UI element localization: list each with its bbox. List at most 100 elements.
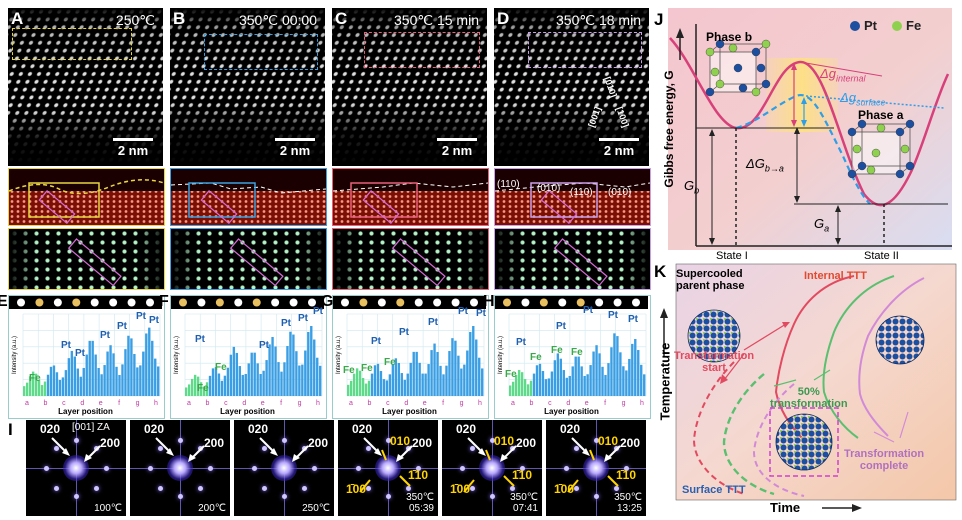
scale-bar: 2 nm: [599, 138, 639, 158]
intensity-bar: [616, 336, 619, 396]
tick-label: b: [367, 400, 371, 407]
intensity-bar: [424, 373, 427, 396]
tick-label: e: [423, 400, 427, 407]
atom-column: [215, 298, 224, 307]
diffraction-spot: [262, 486, 267, 491]
stem-panel-a: A 250℃ 2 nm: [8, 8, 163, 166]
intensity-bar: [517, 369, 521, 396]
intensity-bar: [439, 365, 442, 396]
intensity-bar: [448, 351, 451, 396]
atom-strip: [171, 296, 324, 309]
intensity-bar: [115, 366, 118, 396]
intensity-bar: [562, 370, 565, 396]
diffraction-spot: [302, 486, 307, 491]
intensity-bar: [445, 365, 448, 396]
pt-label: Pt: [100, 330, 111, 341]
intensity-bar: [244, 373, 247, 396]
fft-panel: 020 200 250℃: [234, 420, 334, 516]
intensity-bar: [592, 351, 595, 396]
intensity-profile-g: a b c d e f g h Layer position Intensity (a.u.) Fe…: [321, 293, 489, 419]
intensity-bar: [313, 339, 316, 396]
fe-atom: [866, 165, 876, 175]
intensity-bar: [121, 364, 124, 396]
intensity-bar: [520, 372, 524, 396]
diffraction-spot: [406, 486, 411, 491]
diffraction-spot: [158, 486, 163, 491]
label-200: 200: [516, 436, 537, 450]
intensity-bar: [262, 370, 265, 396]
atom-column: [521, 298, 530, 307]
pt-atom: [756, 63, 766, 73]
intensity-bar: [631, 343, 634, 396]
intensity-bar: [415, 351, 418, 396]
diffraction-spot: [312, 466, 317, 471]
atom-column: [377, 298, 386, 307]
intensity-bar: [73, 356, 77, 396]
diffraction-spot: [158, 446, 163, 451]
y-axis-label: Intensity (a.u.): [498, 336, 504, 374]
fe-atom: [761, 39, 771, 49]
pt-atom: [715, 39, 725, 49]
panel-letter: D: [497, 9, 510, 28]
panel-letter: F: [159, 293, 169, 310]
plane-label: (010): [608, 187, 632, 198]
intensity-bar: [556, 353, 560, 396]
y-axis-label: Temperature: [657, 342, 673, 421]
fft-panel: 020 200 [001] ZA 100℃: [26, 420, 126, 516]
plane-label: (010): [537, 183, 561, 194]
panel-letter: G: [321, 293, 334, 310]
diffraction-spot: [574, 486, 579, 491]
simulation-panel-c: [332, 228, 489, 290]
intensity-bar: [604, 375, 607, 396]
intensity-bar: [94, 354, 97, 396]
intensity-bar: [421, 373, 424, 396]
intensity-bar: [106, 351, 109, 396]
intensity-bar: [157, 366, 160, 396]
fe-atom: [728, 43, 738, 53]
intensity-bar: [185, 387, 188, 396]
zone-axis-label: [001] ZA: [72, 422, 110, 433]
atom-column: [470, 298, 478, 307]
intensity-bar: [133, 353, 136, 396]
intensity-bar: [307, 331, 310, 396]
intensity-bar: [88, 340, 91, 396]
diffraction-spot: [460, 466, 465, 471]
diffraction-spot: [386, 494, 391, 499]
intensity-bar: [418, 362, 421, 396]
intensity-bar: [235, 352, 239, 396]
pt-label: Pt: [75, 348, 86, 359]
intensity-bar: [523, 379, 527, 396]
intensity-bar: [232, 346, 236, 396]
region-box: [528, 32, 642, 68]
intensity-bar: [247, 363, 250, 396]
condition-label: 250℃: [302, 503, 330, 514]
fe-label: Fe: [551, 345, 563, 356]
central-spot: [479, 455, 505, 481]
legend-pt: Pt: [864, 18, 877, 33]
intensity-bar: [610, 347, 613, 396]
intensity-bar: [514, 374, 518, 396]
diffraction-spot: [178, 438, 183, 443]
intensity-bar: [280, 371, 283, 396]
intensity-bar: [454, 340, 457, 396]
intensity-bar: [577, 356, 580, 396]
label-200: 200: [412, 436, 433, 450]
region-box: [12, 28, 132, 60]
label-010: 010: [598, 434, 619, 448]
x-axis-label: Time: [770, 500, 801, 515]
fe-label: Fe: [530, 352, 542, 363]
panel-letter-j: J: [654, 10, 664, 29]
intensity-bar: [358, 370, 362, 396]
pt-atom: [751, 47, 761, 57]
intensity-bar: [85, 354, 88, 396]
intensity-bar: [34, 373, 38, 396]
diffraction-spot: [366, 446, 371, 451]
intensity-bar: [535, 365, 539, 396]
atom-column: [252, 298, 261, 307]
diffraction-spot: [614, 486, 619, 491]
atom-strip: [333, 296, 486, 309]
ga-label: Ga: [814, 216, 830, 234]
intensity-bar: [628, 358, 631, 396]
dG-label: ΔGb→a: [746, 156, 784, 174]
pt-atom: [905, 119, 915, 129]
